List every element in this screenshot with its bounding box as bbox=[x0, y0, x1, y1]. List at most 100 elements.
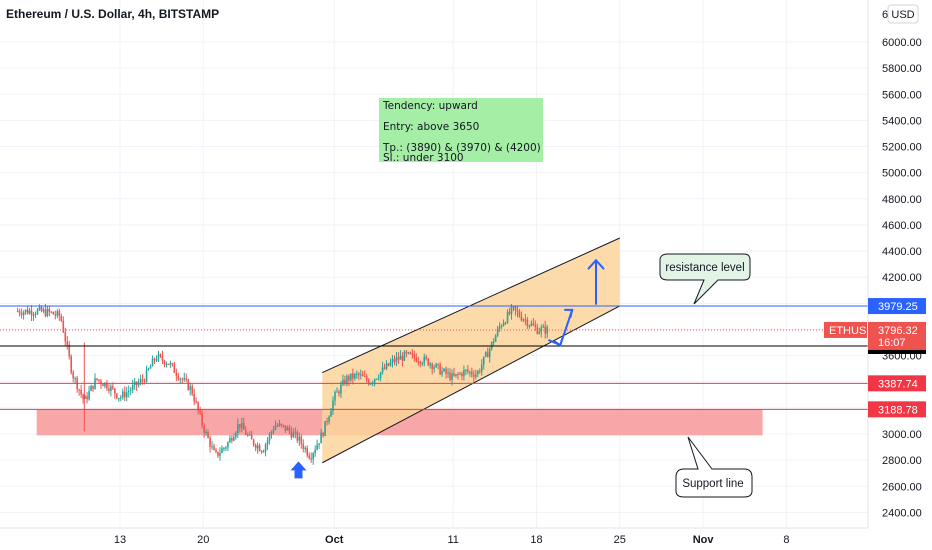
candle-body-90 bbox=[195, 401, 197, 403]
candle-body-82 bbox=[179, 378, 182, 380]
candle-body-21 bbox=[58, 311, 61, 317]
candle-body-93 bbox=[201, 413, 203, 426]
resistance-callout[interactable]: resistance level bbox=[659, 253, 751, 305]
currency-button-frame bbox=[887, 4, 919, 24]
candle-body-77 bbox=[169, 363, 172, 365]
candle-body-141 bbox=[296, 432, 299, 441]
candle-body-58 bbox=[131, 385, 134, 390]
candle-body-112 bbox=[238, 424, 241, 428]
note-box[interactable]: Tendency: upward Entry: above 3650 Tp.: … bbox=[379, 98, 543, 164]
candle-body-203 bbox=[419, 361, 422, 364]
note-stop-loss: Sl.: under 3100 bbox=[383, 152, 464, 164]
candle-body-233 bbox=[478, 371, 481, 373]
candle-body-4 bbox=[24, 309, 27, 312]
candle-body-226 bbox=[465, 369, 467, 371]
last-price-tag bbox=[868, 321, 926, 350]
candle-body-207 bbox=[427, 358, 430, 366]
x-tick-label-1: 20 bbox=[197, 534, 209, 546]
support-callout[interactable]: Support line bbox=[675, 436, 753, 498]
candle-body-202 bbox=[417, 361, 420, 363]
candle-body-33 bbox=[82, 394, 84, 399]
candle-body-48 bbox=[112, 386, 114, 389]
candle-body-31 bbox=[78, 389, 80, 391]
price-tag-label-level-3188: 3188.78 bbox=[878, 404, 918, 416]
candle-body-91 bbox=[197, 402, 199, 411]
y-tick-label-1: 2600.00 bbox=[882, 481, 922, 493]
candle-body-162 bbox=[338, 391, 340, 394]
candle-body-42 bbox=[100, 380, 102, 385]
candle-body-19 bbox=[54, 314, 57, 316]
candle-body-177 bbox=[367, 380, 370, 385]
candle-body-169 bbox=[352, 373, 354, 379]
candle-body-204 bbox=[421, 363, 424, 365]
candle-body-61 bbox=[137, 382, 140, 386]
candle-body-24 bbox=[64, 332, 67, 342]
time-axis[interactable]: 13 20 Oct 11 18 25 Nov 8 bbox=[0, 527, 868, 546]
candle-body-38 bbox=[92, 385, 94, 389]
channel-upper-line bbox=[322, 237, 621, 374]
candle-body-56 bbox=[127, 391, 130, 393]
candle-body-240 bbox=[492, 341, 495, 343]
candle-body-49 bbox=[114, 388, 116, 394]
y-tick-label-15: 5400.00 bbox=[882, 115, 922, 127]
horizontal-lines-layer: ETHUSD bbox=[0, 305, 874, 410]
candle-body-57 bbox=[129, 389, 132, 392]
candle-body-229 bbox=[471, 371, 473, 375]
candle-body-107 bbox=[229, 438, 231, 443]
candle-body-96 bbox=[207, 431, 209, 438]
candle-body-150 bbox=[314, 449, 316, 454]
candle-body-230 bbox=[473, 374, 475, 377]
note-entry: Entry: above 3650 bbox=[383, 121, 479, 133]
candle-body-195 bbox=[403, 351, 406, 361]
candle-body-265 bbox=[542, 326, 545, 328]
candle-body-218 bbox=[449, 372, 451, 380]
candle-body-188 bbox=[389, 362, 392, 366]
candle-body-76 bbox=[167, 363, 170, 365]
candle-body-261 bbox=[534, 325, 537, 328]
candle-body-144 bbox=[302, 443, 305, 450]
candle-body-28 bbox=[72, 372, 74, 379]
candle-body-180 bbox=[373, 379, 376, 383]
candle-body-22 bbox=[60, 316, 63, 321]
currency-button[interactable]: USD bbox=[887, 4, 919, 24]
candle-body-251 bbox=[514, 306, 517, 311]
candle-body-167 bbox=[348, 376, 350, 381]
candle-body-232 bbox=[476, 371, 479, 375]
candle-body-196 bbox=[405, 351, 408, 354]
candle-body-128 bbox=[270, 431, 273, 435]
candle-body-248 bbox=[508, 311, 511, 314]
candle-body-253 bbox=[518, 311, 521, 317]
candle-body-132 bbox=[278, 423, 281, 426]
candle-body-126 bbox=[266, 440, 269, 445]
candle-body-130 bbox=[274, 425, 277, 430]
candle-body-72 bbox=[159, 354, 162, 356]
price-axis-background bbox=[868, 0, 932, 550]
candle-body-63 bbox=[141, 379, 144, 381]
candle-body-25 bbox=[66, 341, 69, 345]
candle-body-94 bbox=[203, 425, 205, 433]
candle-body-173 bbox=[359, 374, 362, 376]
price-axis[interactable]: 2400.002600.002800.003000.003200.003400.… bbox=[867, 0, 932, 550]
currency-button-label: USD bbox=[891, 9, 914, 21]
candle-body-208 bbox=[429, 363, 431, 366]
candle-body-92 bbox=[199, 410, 201, 414]
candle-body-6 bbox=[28, 310, 31, 314]
candle-body-110 bbox=[235, 432, 237, 438]
candle-body-191 bbox=[395, 357, 398, 362]
candle-body-5 bbox=[26, 309, 29, 314]
candle-body-86 bbox=[187, 379, 190, 390]
candle-body-64 bbox=[143, 380, 146, 382]
candle-body-47 bbox=[110, 386, 112, 391]
candle-body-161 bbox=[336, 391, 338, 393]
price-tag-level-3387 bbox=[868, 375, 926, 392]
candle-body-81 bbox=[177, 376, 180, 380]
candle-body-198 bbox=[409, 352, 412, 354]
candle-body-54 bbox=[123, 391, 126, 398]
candle-body-221 bbox=[455, 373, 457, 376]
price-tag-level-3188 bbox=[868, 401, 926, 418]
drawings-layer bbox=[290, 258, 605, 479]
x-tick-label-0: 13 bbox=[114, 534, 126, 546]
candle-body-114 bbox=[242, 422, 245, 430]
candle-body-118 bbox=[250, 434, 253, 440]
